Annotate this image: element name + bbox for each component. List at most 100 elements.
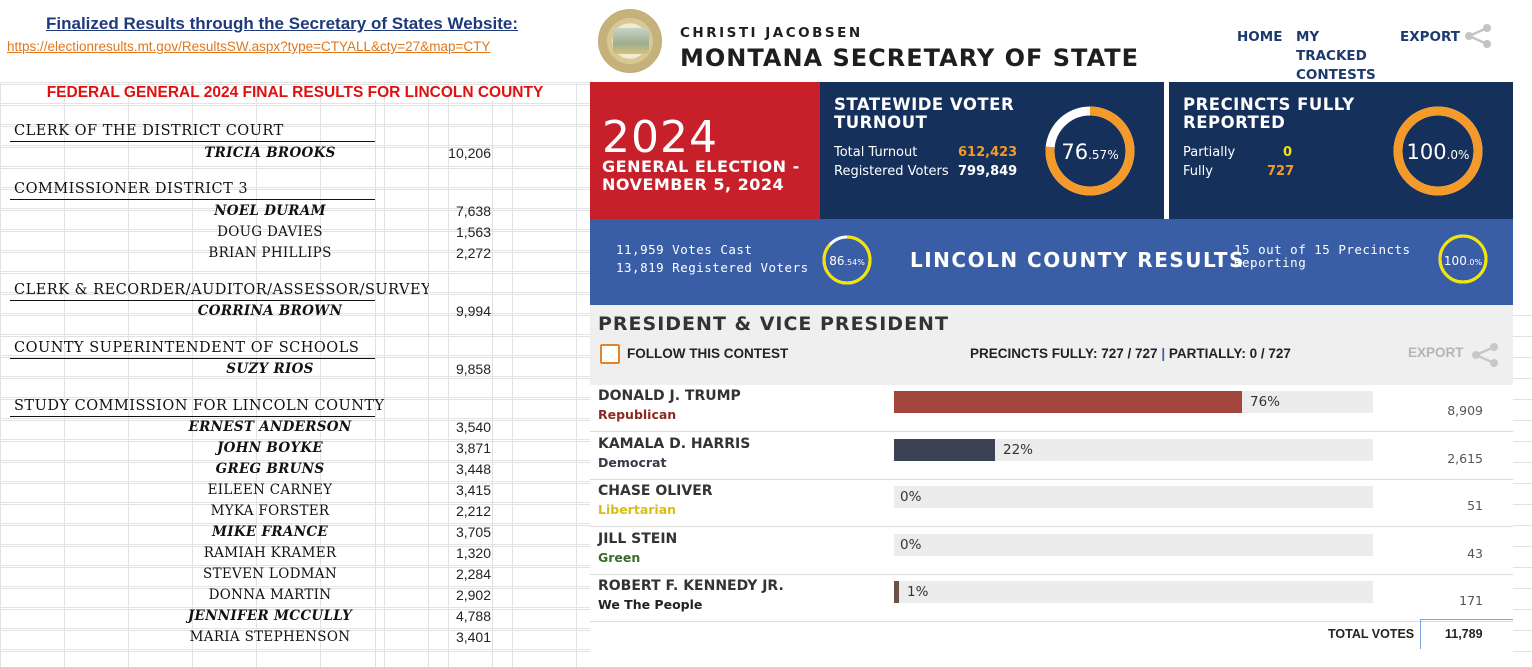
candidate-name: EILEEN CARNEY bbox=[207, 482, 333, 498]
registered-voters-value: 799,849 bbox=[958, 164, 1018, 179]
official-name: CHRISTI JACOBSEN bbox=[680, 25, 863, 41]
election-date: GENERAL ELECTION - NOVEMBER 5, 2024 bbox=[602, 157, 800, 194]
results-banner: FEDERAL GENERAL 2024 FINAL RESULTS FOR L… bbox=[46, 84, 544, 101]
candidate-name: MARIA STEPHENSON bbox=[189, 629, 351, 645]
result-votes: 51 bbox=[1467, 498, 1483, 513]
registered-voters-label: Registered Voters bbox=[834, 164, 949, 179]
result-bar-track: 76% bbox=[894, 391, 1373, 413]
site-header: CHRISTI JACOBSEN MONTANA SECRETARY OF ST… bbox=[590, 0, 1532, 83]
result-percent: 0% bbox=[900, 536, 922, 553]
candidate-votes: 4,788 bbox=[455, 608, 491, 624]
spreadsheet-rows bbox=[0, 82, 590, 667]
state-seal-icon[interactable] bbox=[598, 9, 662, 73]
section-underline bbox=[10, 141, 375, 142]
result-bar-track: 1% bbox=[894, 581, 1373, 603]
total-votes-value: 11,789 bbox=[1445, 627, 1483, 641]
candidate-name: BRIAN PHILLIPS bbox=[208, 245, 332, 261]
candidate-name: JOHN BOYKE bbox=[216, 440, 324, 456]
candidate-votes: 9,994 bbox=[455, 303, 491, 319]
section-title: CLERK & RECORDER/AUDITOR/ASSESSOR/SURVEY… bbox=[14, 282, 429, 298]
candidate-name: TRICIA BROOKS bbox=[204, 145, 336, 161]
result-bar-fill bbox=[894, 438, 995, 461]
turnout-title: STATEWIDE VOTER TURNOUT bbox=[834, 95, 1015, 132]
contest-results: DONALD J. TRUMP Republican 76% 8,909 KAMALA … bbox=[590, 385, 1513, 667]
county-results-banner: 11,959 Votes Cast 13,819 Registered Vote… bbox=[590, 219, 1513, 305]
contest-header: PRESIDENT & VICE PRESIDENT FOLLOW THIS C… bbox=[590, 305, 1513, 385]
total-turnout-value: 612,423 bbox=[958, 145, 1018, 160]
section-title: COMMISSIONER DISTRICT 3 bbox=[14, 181, 249, 197]
result-candidate-name: ROBERT F. KENNEDY JR. bbox=[598, 578, 784, 594]
result-bar-fill bbox=[894, 391, 1242, 413]
candidate-votes: 3,401 bbox=[455, 629, 491, 645]
spreadsheet-header: Finalized Results through the Secretary … bbox=[0, 0, 590, 82]
spreadsheet-panel: Finalized Results through the Secretary … bbox=[0, 0, 590, 667]
candidate-votes: 2,272 bbox=[455, 245, 491, 261]
candidate-name: DOUG DAVIES bbox=[217, 224, 323, 240]
total-votes-box bbox=[1420, 619, 1513, 649]
candidate-votes: 3,540 bbox=[455, 419, 491, 435]
result-bar-track: 0% bbox=[894, 533, 1373, 556]
candidate-name: CORRINA BROWN bbox=[197, 303, 343, 319]
section-title: COUNTY SUPERINTENDENT OF SCHOOLS bbox=[14, 340, 360, 356]
result-row: JILL STEIN Green 0% 43 bbox=[590, 528, 1513, 575]
result-party: We The People bbox=[598, 597, 703, 612]
result-percent: 22% bbox=[1003, 441, 1034, 458]
candidate-name: STEVEN LODMAN bbox=[203, 566, 337, 582]
column-divider bbox=[428, 100, 429, 667]
share-icon[interactable] bbox=[1463, 23, 1493, 49]
result-votes: 171 bbox=[1459, 593, 1483, 608]
precincts-ring bbox=[1393, 106, 1483, 196]
results-link[interactable]: https://electionresults.mt.gov/ResultsSW… bbox=[7, 39, 491, 54]
contest-precincts: PRECINCTS FULLY: 727 / 727 | PARTIALLY: … bbox=[970, 346, 1291, 361]
total-turnout-label: Total Turnout bbox=[834, 145, 918, 160]
result-votes: 2,615 bbox=[1447, 450, 1483, 466]
county-turnout-percent: 86.54% bbox=[829, 254, 865, 268]
candidate-votes: 1,320 bbox=[455, 545, 491, 561]
candidate-name: DONNA MARTIN bbox=[208, 587, 332, 603]
result-party: Libertarian bbox=[598, 502, 677, 517]
precincts-reported-panel: PRECINCTS FULLY REPORTED Partially 0 Ful… bbox=[1169, 82, 1513, 219]
election-banner: 2024 GENERAL ELECTION - NOVEMBER 5, 2024 bbox=[590, 82, 820, 219]
result-row: CHASE OLIVER Libertarian 0% 51 bbox=[590, 480, 1513, 527]
follow-contest-label[interactable]: FOLLOW THIS CONTEST bbox=[627, 346, 789, 361]
result-party: Republican bbox=[598, 407, 677, 422]
nav-export[interactable]: EXPORT bbox=[1400, 29, 1460, 45]
candidate-votes: 3,415 bbox=[455, 482, 491, 498]
follow-contest-checkbox[interactable] bbox=[600, 344, 620, 364]
sos-site: CHRISTI JACOBSEN MONTANA SECRETARY OF ST… bbox=[590, 0, 1532, 667]
result-candidate-name: DONALD J. TRUMP bbox=[598, 388, 741, 404]
fully-value: 727 bbox=[1267, 164, 1295, 179]
page-gutter bbox=[1513, 219, 1532, 305]
contest-title: PRESIDENT & VICE PRESIDENT bbox=[598, 313, 949, 335]
nav-home[interactable]: HOME bbox=[1237, 29, 1283, 45]
precincts-title: PRECINCTS FULLY REPORTED bbox=[1183, 95, 1355, 132]
section-title: STUDY COMMISSION FOR LINCOLN COUNTY bbox=[14, 398, 385, 414]
candidate-name: MIKE FRANCE bbox=[212, 524, 328, 540]
candidate-name: ERNEST ANDERSON bbox=[188, 419, 352, 435]
result-percent: 0% bbox=[900, 489, 922, 505]
office-title[interactable]: MONTANA SECRETARY OF STATE bbox=[680, 44, 1140, 72]
fully-label: Fully bbox=[1183, 164, 1213, 179]
nav-tracked-contests[interactable]: MY TRACKED CONTESTS bbox=[1296, 29, 1376, 83]
contest-share-icon[interactable] bbox=[1470, 342, 1500, 368]
column-divider bbox=[492, 100, 493, 667]
result-votes: 8,909 bbox=[1447, 403, 1483, 418]
result-row: DONALD J. TRUMP Republican 76% 8,909 bbox=[590, 385, 1513, 432]
finalized-title: Finalized Results through the Secretary … bbox=[46, 14, 519, 33]
page-gutter bbox=[1513, 82, 1532, 219]
result-party: Democrat bbox=[598, 454, 667, 470]
contest-export-button[interactable]: EXPORT bbox=[1408, 345, 1464, 360]
result-bar-track: 0% bbox=[894, 486, 1373, 508]
partially-value: 0 bbox=[1283, 145, 1293, 160]
column-divider bbox=[375, 100, 376, 667]
candidate-votes: 7,638 bbox=[455, 203, 491, 219]
candidate-name: SUZY RIOS bbox=[226, 361, 314, 377]
result-percent: 76% bbox=[1250, 394, 1281, 410]
section-title: CLERK OF THE DISTRICT COURT bbox=[14, 123, 284, 139]
candidate-name: JENNIFER MCCULLY bbox=[187, 608, 353, 624]
candidate-name: GREG BRUNS bbox=[215, 461, 325, 477]
result-votes: 43 bbox=[1467, 545, 1483, 561]
turnout-percent: 76.57% bbox=[1061, 140, 1119, 164]
section-underline bbox=[10, 416, 375, 417]
precincts-percent: 100.0% bbox=[1406, 140, 1470, 164]
